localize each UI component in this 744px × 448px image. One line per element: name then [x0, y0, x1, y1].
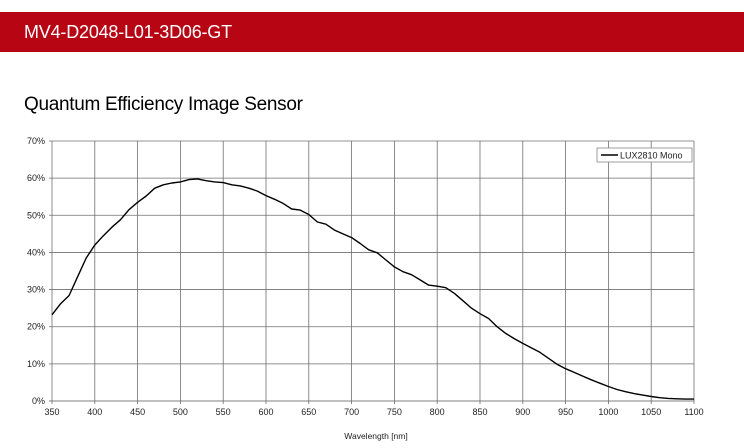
x-axis-title: Wavelength [nm] — [344, 431, 407, 441]
y-tick-label: 30% — [27, 285, 45, 295]
x-tick-label: 600 — [258, 407, 273, 417]
x-tick-label: 1100 — [684, 407, 703, 417]
x-axis-ticks: 350 400 450 500 550 600 650 700 750 800 850 900 950 1… — [44, 407, 703, 417]
x-tick-label: 650 — [301, 407, 316, 417]
x-tick-label: 400 — [87, 407, 102, 417]
y-tick-label: 10% — [27, 359, 45, 369]
y-tick-label: 70% — [27, 136, 45, 146]
header-banner: MV4-D2048-L01-3D06-GT — [0, 12, 744, 52]
product-code: MV4-D2048-L01-3D06-GT — [24, 22, 232, 42]
x-tick-label: 550 — [216, 407, 231, 417]
section-title: Quantum Efficiency Image Sensor — [24, 94, 303, 115]
x-tick-label: 350 — [44, 407, 59, 417]
y-tick-label: 40% — [27, 247, 45, 257]
y-tick-label: 60% — [27, 173, 45, 183]
x-tick-label: 800 — [430, 407, 445, 417]
x-tick-label: 1000 — [598, 407, 618, 417]
x-tick-label: 1050 — [641, 407, 661, 417]
y-tick-label: 20% — [27, 322, 45, 332]
x-tick-label: 500 — [173, 407, 188, 417]
y-tick-label: 50% — [27, 210, 45, 220]
legend-label: LUX2810 Mono — [620, 151, 683, 161]
chart-legend: LUX2810 Mono — [596, 147, 693, 163]
x-tick-label: 750 — [387, 407, 402, 417]
y-axis-ticks: 0% 10% 20% 30% 40% 50% 60% 70% — [27, 136, 45, 406]
chart-grid — [49, 140, 695, 404]
x-tick-label: 450 — [130, 407, 145, 417]
x-tick-label: 850 — [472, 407, 487, 417]
y-tick-label: 0% — [32, 396, 45, 406]
series-line-lux2810-mono — [51, 178, 694, 400]
x-tick-label: 700 — [344, 407, 359, 417]
x-tick-label: 950 — [558, 407, 573, 417]
x-tick-label: 900 — [515, 407, 530, 417]
